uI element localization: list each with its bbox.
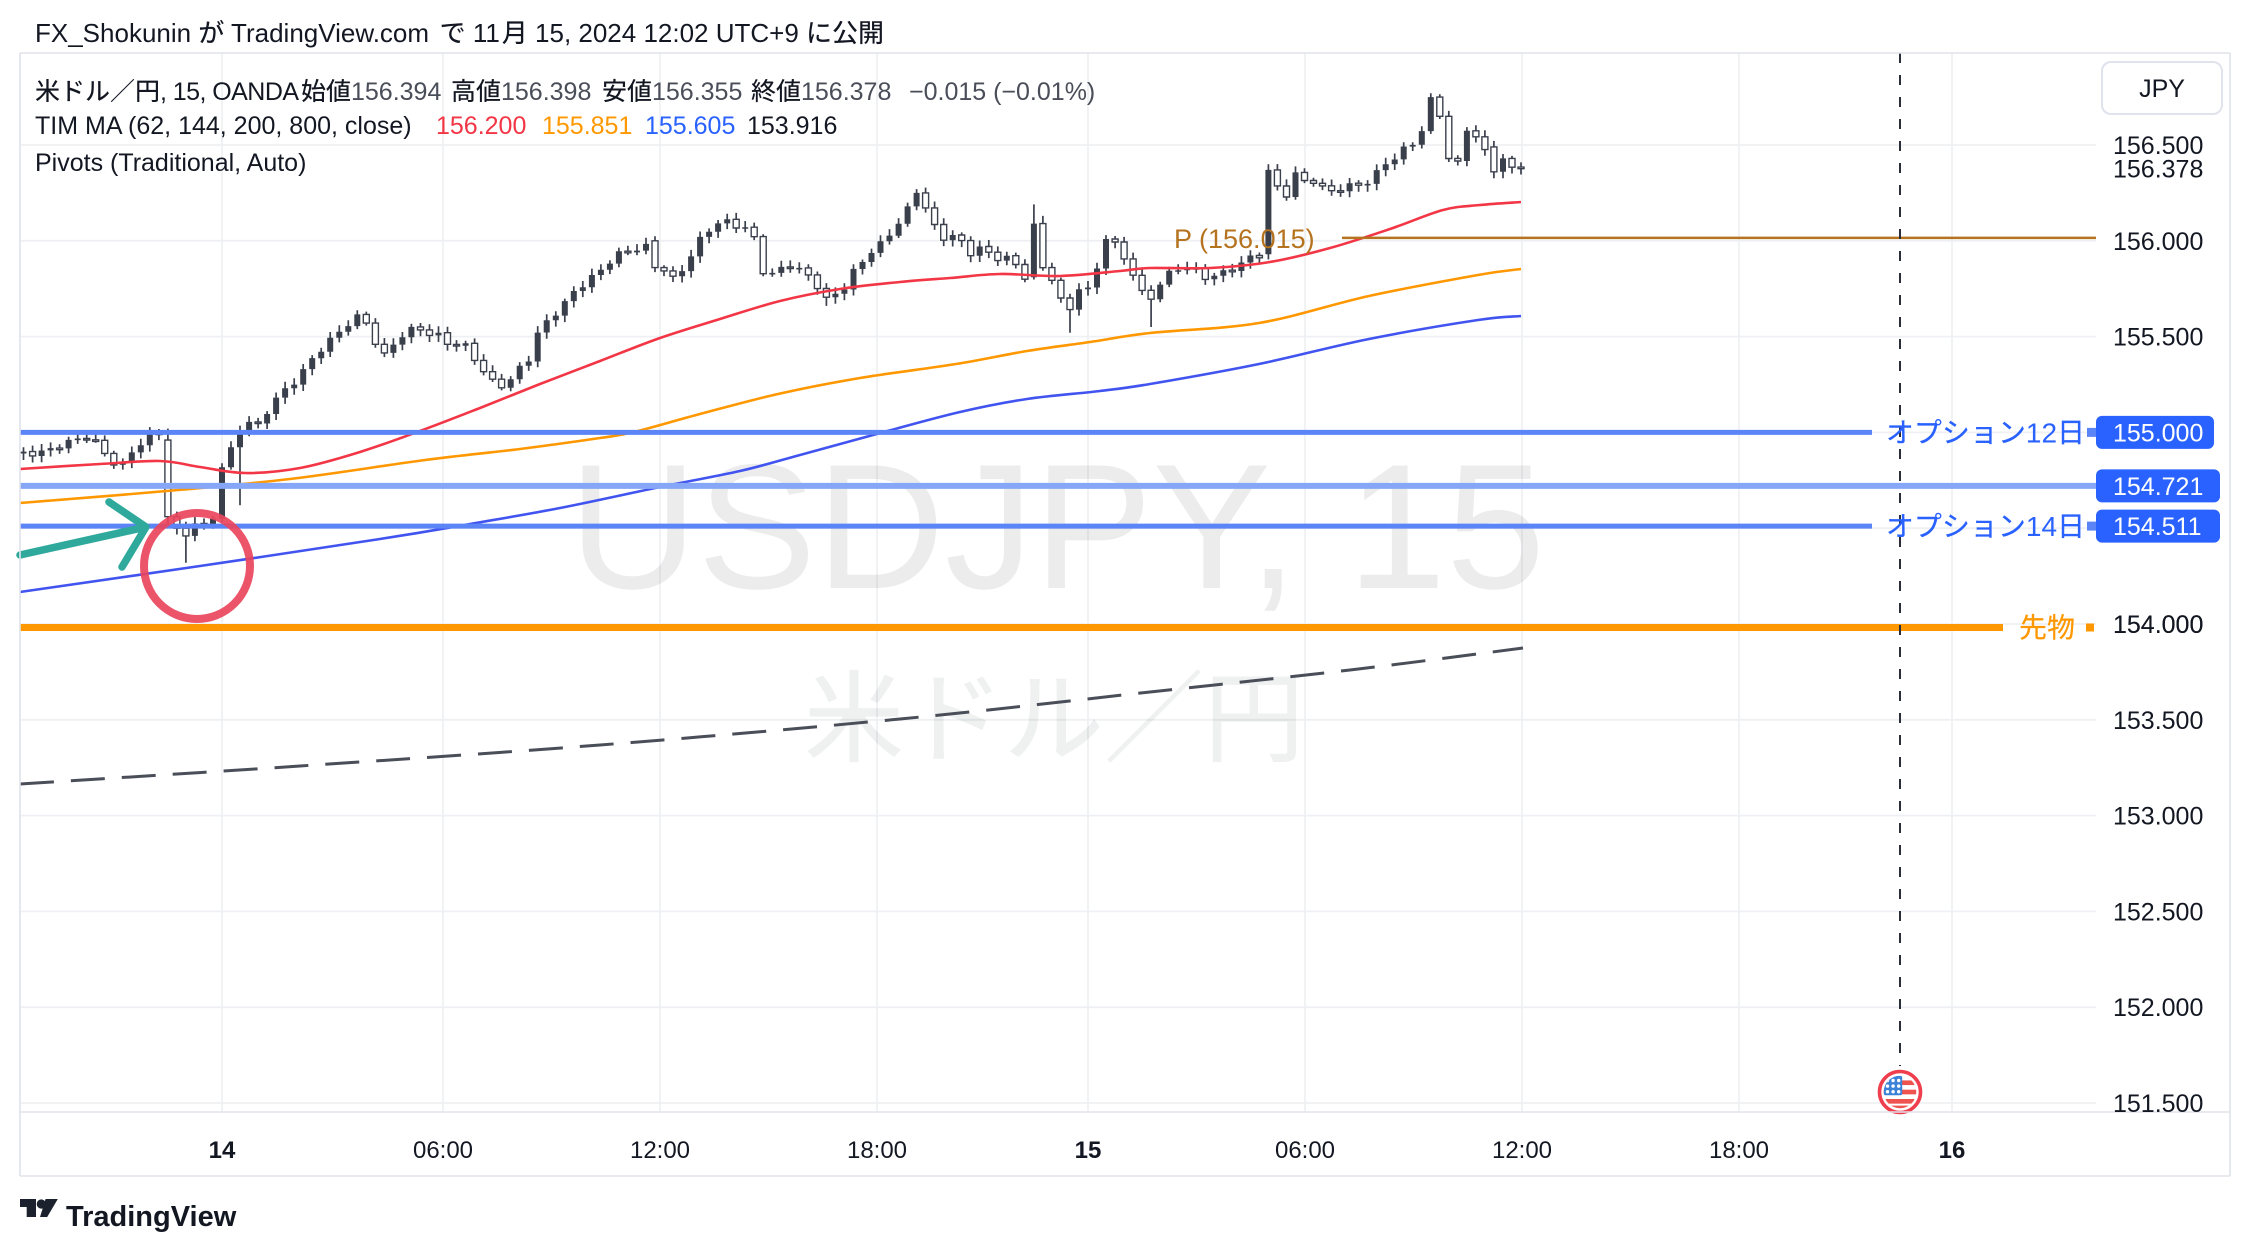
svg-text:153.916: 153.916 — [747, 112, 837, 140]
svg-text:TradingView: TradingView — [66, 1201, 237, 1233]
svg-text:12:00: 12:00 — [630, 1137, 690, 1164]
svg-text:−0.015 (−0.01%): −0.015 (−0.01%) — [909, 78, 1095, 106]
svg-text:155.605: 155.605 — [645, 112, 735, 140]
svg-text:, 15, OANDA: , 15, OANDA — [160, 78, 299, 106]
svg-text:12: 12 — [2026, 417, 2057, 448]
svg-text:TIM MA (62, 144, 200, 800, clo: TIM MA (62, 144, 200, 800, close) — [35, 112, 412, 140]
svg-text:153.500: 153.500 — [2113, 707, 2203, 735]
svg-text:156.000: 156.000 — [2113, 228, 2203, 256]
svg-text:11: 11 — [466, 18, 500, 48]
svg-text:154.000: 154.000 — [2113, 611, 2203, 639]
svg-text:14: 14 — [2026, 511, 2057, 542]
svg-text:151.500: 151.500 — [2113, 1090, 2203, 1118]
svg-text:154.721: 154.721 — [2113, 473, 2203, 501]
svg-text:156.378: 156.378 — [2113, 156, 2203, 184]
svg-text:156.500: 156.500 — [2113, 132, 2203, 160]
svg-text:06:00: 06:00 — [413, 1137, 473, 1164]
svg-text:155.500: 155.500 — [2113, 324, 2203, 352]
svg-text:12:00: 12:00 — [1492, 1137, 1552, 1164]
svg-text:15: 15 — [1075, 1137, 1102, 1164]
svg-text:TradingView.com: TradingView.com — [224, 18, 436, 48]
svg-text:16: 16 — [1939, 1137, 1966, 1164]
svg-text:155.000: 155.000 — [2113, 419, 2203, 447]
svg-text:154.000: 154.000 — [2113, 611, 2203, 639]
svg-text:153.000: 153.000 — [2113, 803, 2203, 831]
svg-text:FX_Shokunin: FX_Shokunin — [35, 18, 198, 48]
svg-text:155.851: 155.851 — [542, 112, 632, 140]
svg-text:154.511: 154.511 — [2113, 513, 2202, 541]
svg-text:156.200: 156.200 — [436, 112, 526, 140]
svg-text:18:00: 18:00 — [1709, 1137, 1769, 1164]
svg-text:152.000: 152.000 — [2113, 994, 2203, 1022]
svg-text:06:00: 06:00 — [1275, 1137, 1335, 1164]
svg-text:Pivots (Traditional, Auto): Pivots (Traditional, Auto) — [35, 149, 306, 177]
svg-text:P (156.015): P (156.015) — [1174, 224, 1315, 254]
svg-text:15, 2024 12:02 UTC+9: 15, 2024 12:02 UTC+9 — [528, 18, 806, 48]
svg-text:18:00: 18:00 — [847, 1137, 907, 1164]
svg-text:JPY: JPY — [2139, 75, 2185, 103]
svg-text:156.378: 156.378 — [801, 78, 891, 106]
svg-text:152.500: 152.500 — [2113, 898, 2203, 926]
svg-text:156.394: 156.394 — [351, 78, 441, 106]
svg-text:156.355: 156.355 — [652, 78, 742, 106]
svg-text:14: 14 — [209, 1137, 236, 1164]
svg-text:156.398: 156.398 — [501, 78, 591, 106]
